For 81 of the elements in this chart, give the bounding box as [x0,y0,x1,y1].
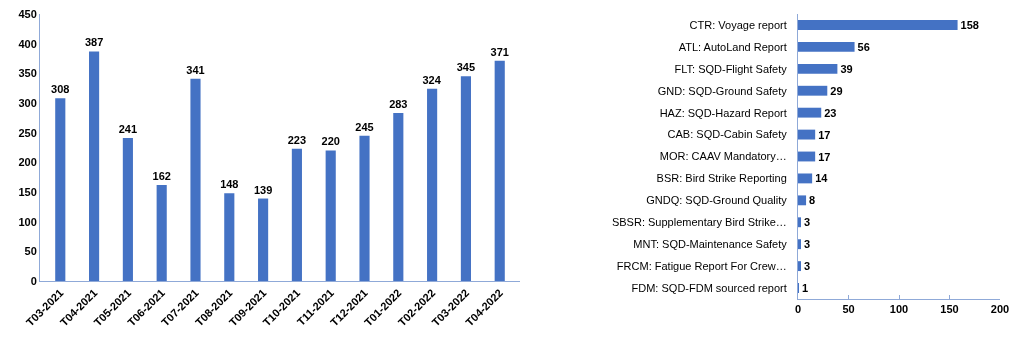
y-tick-label: HAZ: SQD-Hazard Report [659,106,787,119]
data-label: 39 [840,62,853,75]
data-label: 223 [287,133,307,146]
data-label: 29 [830,84,843,97]
y-tick-label: 150 [18,185,37,198]
bar [359,135,370,281]
y-tick-label: FRCM: Fatigue Report For Crew… [616,259,787,272]
data-label: 3 [804,216,811,229]
y-tick-label: FLT: SQD-Flight Safety [674,62,788,75]
data-label: 158 [960,18,979,31]
data-label: 8 [809,194,816,207]
data-label: 139 [253,183,273,196]
y-tick-label: 400 [18,37,37,50]
bar [798,129,816,140]
bar [190,78,201,281]
y-tick-label: GNDQ: SQD-Ground Quality [646,194,788,207]
bar [798,239,802,250]
bar [798,217,802,228]
data-label: 371 [490,45,509,58]
data-label: 220 [321,135,340,148]
bar [325,150,336,281]
x-tick-label: 150 [940,303,959,316]
data-label: 283 [389,98,408,111]
bar [798,20,958,30]
bar [258,198,269,281]
bar [224,193,235,281]
data-label: 17 [818,150,831,163]
bar [798,261,802,272]
y-tick-label: ATL: AutoLand Report [678,40,787,53]
x-tick-label: 0 [794,303,802,316]
data-label: 17 [818,128,831,141]
data-label: 245 [355,120,374,133]
y-tick-label: FDM: SQD-FDM sourced report [631,281,787,294]
y-tick-label: 300 [18,96,37,109]
x-tick-label: 100 [889,303,909,316]
bar [427,88,438,281]
data-label: 3 [804,260,811,273]
y-tick-label: 350 [18,67,37,80]
bar [798,41,855,52]
y-tick-label: BSR: Bird Strike Reporting [656,172,787,185]
bar [393,113,404,281]
y-tick-label: CTR: Voyage report [689,18,787,31]
y-tick-label: 0 [30,274,37,287]
data-label: 148 [220,178,239,191]
bar [798,107,822,118]
data-label: 3 [804,238,811,251]
y-tick-label: 100 [18,215,37,228]
data-label: 387 [84,36,104,49]
bar [798,195,807,206]
data-label: 324 [422,73,442,86]
data-label: 345 [456,61,476,74]
y-tick-label: GND: SQD-Ground Safety [657,84,788,97]
x-tick-label: 200 [990,303,1010,316]
y-tick-label: 250 [18,126,37,139]
y-tick-label: CAB: SQD-Cabin Safety [667,128,788,141]
bar [460,76,471,281]
bar [89,51,100,281]
bar [122,138,133,281]
data-label: 341 [186,63,205,76]
y-tick-label: MNT: SQD-Maintenance Safety [633,238,788,251]
data-label: 162 [152,169,171,182]
data-label: 56 [857,40,870,53]
bar [798,63,838,74]
bar [291,148,302,281]
y-tick-label: 200 [18,156,37,169]
bar [798,173,813,184]
y-tick-label: 50 [24,245,37,258]
bar [798,151,816,162]
bar [798,85,828,96]
data-label: 241 [118,123,138,136]
data-label: 23 [824,106,837,119]
bar [55,98,66,281]
y-tick-label: SBSR: Supplementary Bird Strike… [611,216,787,229]
bar [156,184,167,281]
x-tick-label: 50 [842,303,855,316]
data-label: 14 [815,172,829,185]
data-label: 308 [51,83,70,96]
bar [494,60,505,281]
y-tick-label: 450 [18,7,37,20]
y-tick-label: MOR: CAAV Mandatory… [659,150,787,163]
data-label: 1 [802,282,809,295]
